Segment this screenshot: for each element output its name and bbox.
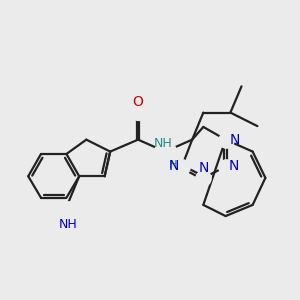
Text: NH: NH xyxy=(59,218,77,231)
Text: N: N xyxy=(229,159,239,173)
Text: H: H xyxy=(169,160,177,170)
Text: N: N xyxy=(230,133,240,147)
Text: N: N xyxy=(168,159,178,173)
Text: N: N xyxy=(198,161,208,175)
Text: NH: NH xyxy=(154,137,173,150)
Text: O: O xyxy=(133,95,143,110)
